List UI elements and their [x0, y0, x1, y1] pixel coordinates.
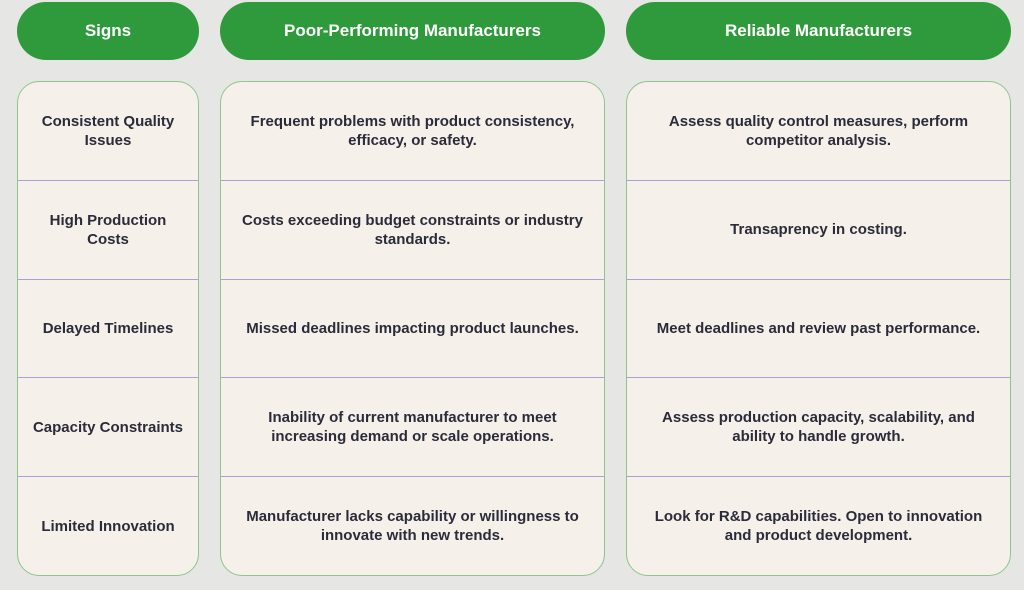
sign-cell: High Production Costs — [18, 179, 198, 279]
poor-performing-cell: Costs exceeding budget constraints or in… — [221, 179, 604, 279]
header-signs: Signs — [17, 2, 199, 60]
poor-performing-column: Frequent problems with product consisten… — [220, 81, 605, 576]
reliable-cell: Transaprency in costing. — [627, 179, 1010, 279]
signs-column: Consistent Quality Issues High Productio… — [17, 81, 199, 576]
reliable-cell: Assess production capacity, scalability,… — [627, 377, 1010, 476]
sign-cell: Consistent Quality Issues — [41, 112, 175, 149]
reliable-cell: Look for R&D capabilities. Open to innov… — [627, 476, 1010, 575]
reliable-column: Assess quality control measures, perform… — [626, 81, 1011, 576]
poor-performing-cell: Frequent problems with product consisten… — [250, 112, 575, 149]
sign-cell: Delayed Timelines — [18, 278, 198, 378]
poor-performing-cell: Inability of current manufacturer to mee… — [221, 377, 604, 476]
sign-cell: Limited Innovation — [18, 476, 198, 575]
reliable-cell: Meet deadlines and review past performan… — [627, 278, 1010, 378]
header-poor-performing-manufacturers: Poor-Performing Manufacturers — [220, 2, 605, 60]
poor-performing-cell: Manufacturer lacks capability or willing… — [221, 476, 604, 575]
poor-performing-cell: Missed deadlines impacting product launc… — [221, 278, 604, 378]
sign-cell: Capacity Constraints — [18, 377, 198, 476]
header-reliable-manufacturers: Reliable Manufacturers — [626, 2, 1011, 60]
reliable-cell: Assess quality control measures, perform… — [668, 112, 969, 149]
